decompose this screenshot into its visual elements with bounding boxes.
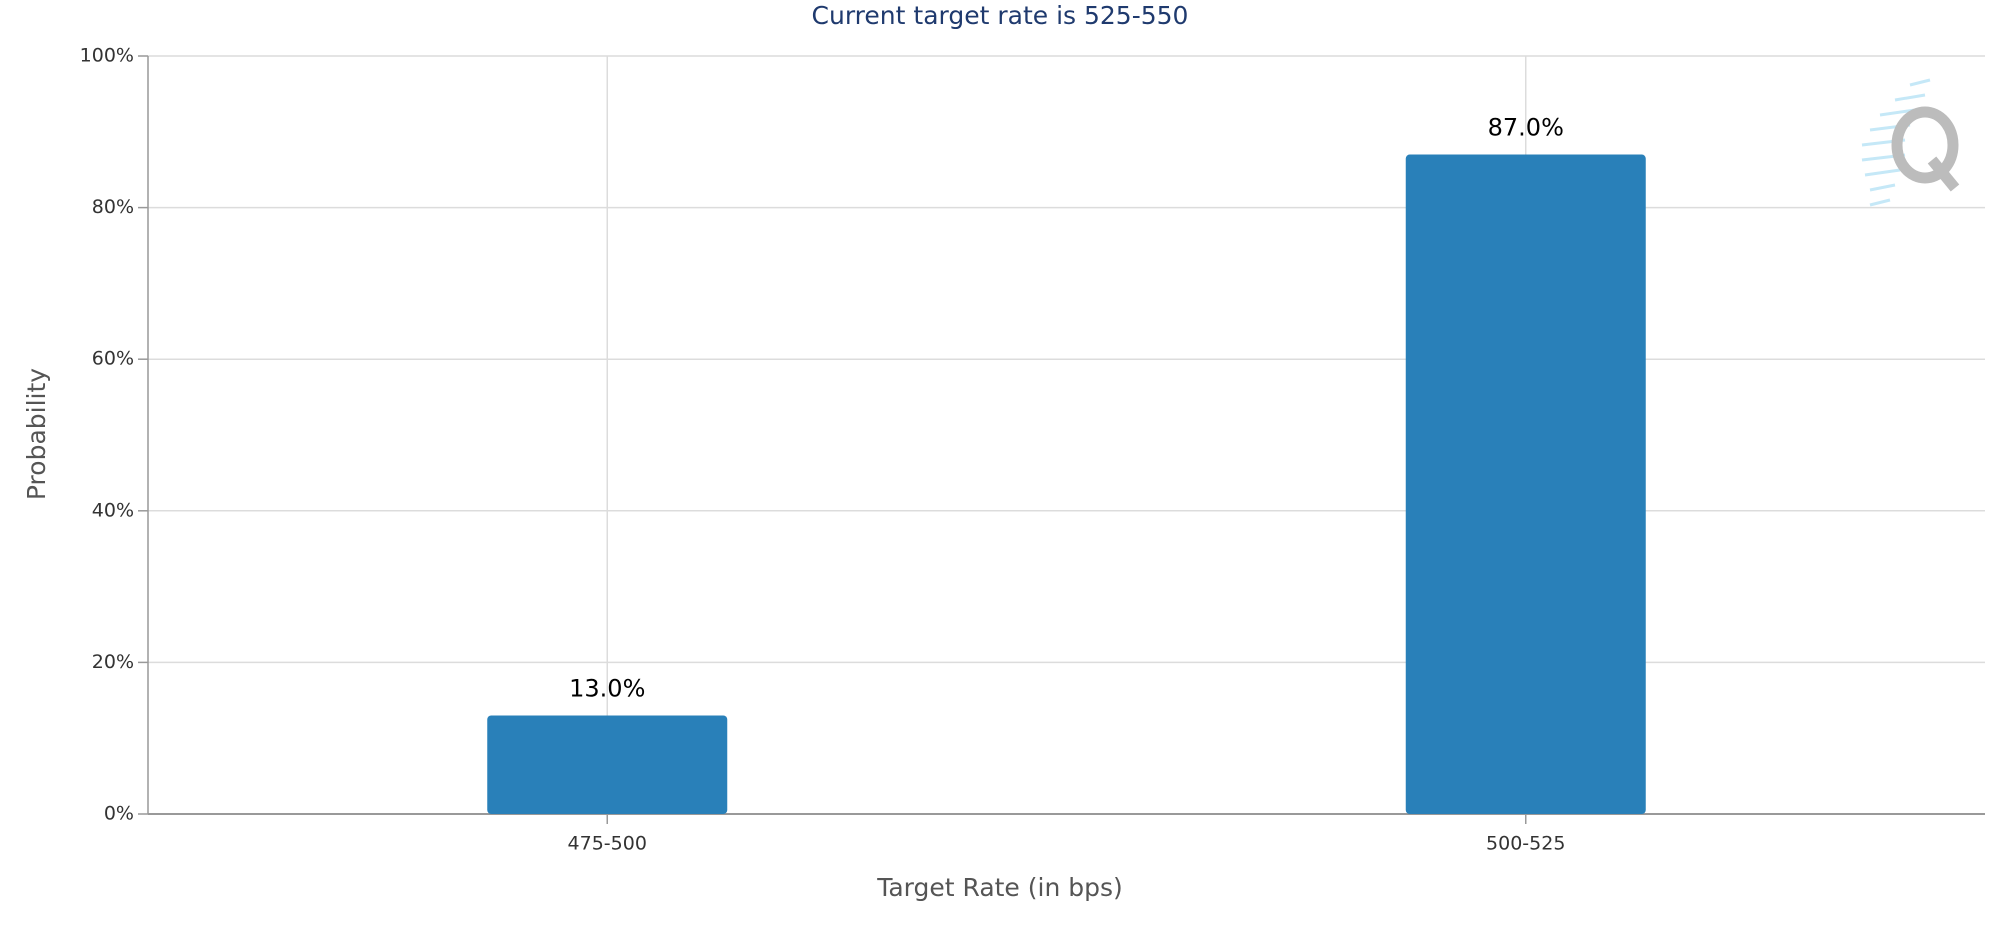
value-label: 87.0% — [1488, 114, 1564, 142]
x-axis-title: Target Rate (in bps) — [876, 873, 1123, 902]
bar — [487, 715, 728, 814]
chart-title: Current target rate is 525-550 — [812, 1, 1189, 30]
y-axis-title: Probability — [22, 368, 51, 500]
y-tick-label: 100% — [80, 45, 134, 67]
y-tick-label: 60% — [92, 348, 134, 370]
x-tick-label: 500-525 — [1486, 833, 1565, 855]
y-tick-label: 0% — [104, 803, 134, 825]
y-tick-label: 20% — [92, 651, 134, 673]
x-tick-label: 475-500 — [568, 833, 647, 855]
y-tick-label: 80% — [92, 196, 134, 218]
bar — [1405, 154, 1646, 815]
value-label: 13.0% — [569, 674, 645, 702]
logo — [1861, 78, 1960, 207]
y-tick-label: 40% — [92, 499, 134, 521]
